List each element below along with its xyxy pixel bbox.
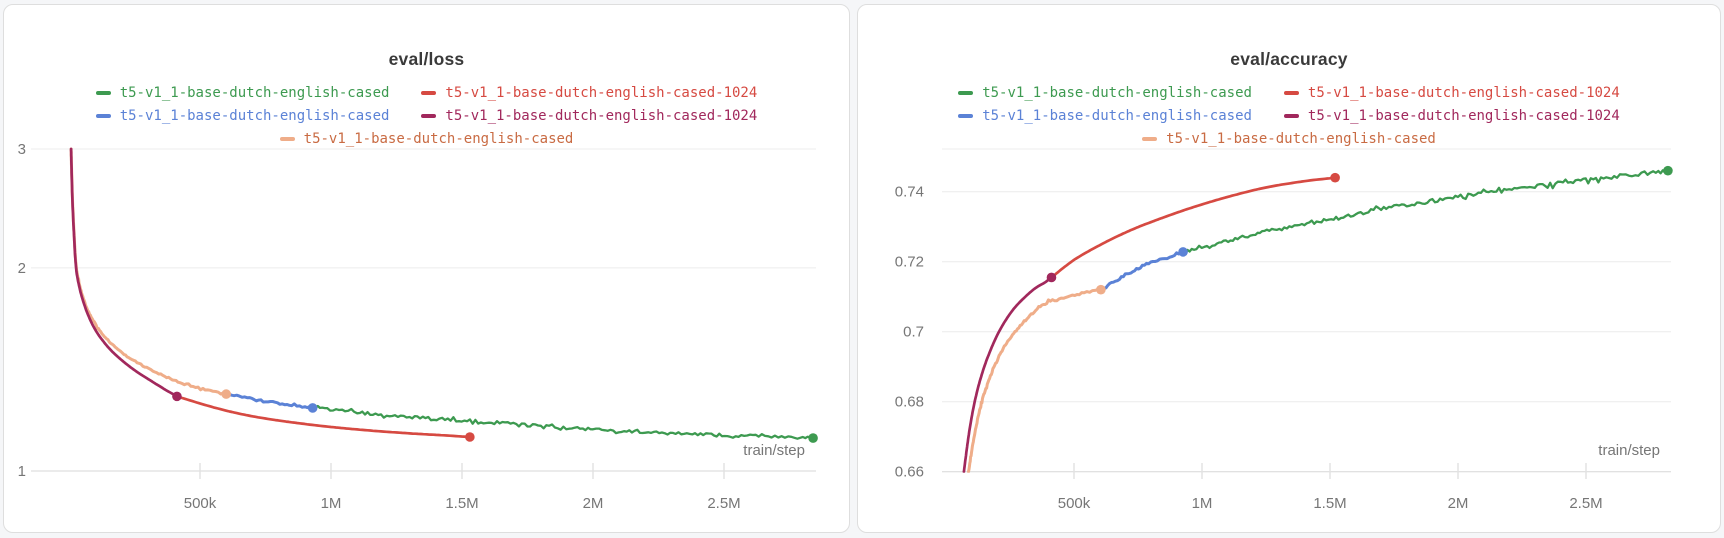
x-tick-label: 2M [583,495,604,512]
x-axis-title: train/step [1598,442,1660,459]
legend-run-label: t5-v1_1-base-dutch-english-cased-1024 [445,84,758,101]
page-title-eval-loss: eval/loss [388,49,465,69]
series-endpoint-dot [1178,247,1188,257]
legend-row-1: t5-v1_1-base-dutch-english-cased t5-v1_1… [95,81,757,104]
legend-dash-icon [95,90,111,95]
x-tick-label: 2.5M [1569,495,1602,512]
legend-eval-accuracy: t5-v1_1-base-dutch-english-cased t5-v1_1… [858,81,1720,150]
legend-run-green[interactable]: t5-v1_1-base-dutch-english-cased [958,85,1252,101]
panel-eval-accuracy[interactable]: 0.74 0.72 0.7 0.68 0.66 500k 1M 1.5M 2M 2.5M train… [857,4,1721,533]
x-tick-label: 1.5M [1313,495,1346,512]
legend-run-label: t5-v1_1-base-dutch-english-cased [982,84,1252,101]
series-endpoint-dot [221,389,231,399]
legend-dash-icon [1283,113,1299,118]
legend-run-peach[interactable]: t5-v1_1-base-dutch-english-cased [1142,131,1436,147]
legend-run-blue[interactable]: t5-v1_1-base-dutch-english-cased [95,107,390,124]
series-endpoint-dot [1046,272,1057,283]
plot-area [69,147,815,440]
x-axis-title: train/step [743,442,805,459]
y-tick-label: 0.72 [895,254,924,271]
series-endpoint-dot [465,432,475,442]
eval-accuracy-chart-svg[interactable]: 0.74 0.72 0.7 0.68 0.66 500k 1M 1.5M 2M 2.5M train… [858,5,1720,532]
legend-dash-icon [421,113,437,118]
legend-dash-icon [1142,136,1158,141]
legend-run-red-1024[interactable]: t5-v1_1-base-dutch-english-cased-1024 [421,85,757,101]
series-line [224,392,315,410]
y-tick-label: 3 [18,141,26,158]
series-line [69,147,228,396]
y-tick-label: 0.66 [895,464,924,481]
legend-dash-icon [279,136,295,141]
series-line [1050,176,1337,279]
x-tick-label: 1M [1192,495,1213,512]
legend-run-label: t5-v1_1-base-dutch-english-cased [119,84,390,101]
legend-run-maroon-1024[interactable]: t5-v1_1-base-dutch-english-cased-1024 [1283,107,1620,124]
legend-row-3: t5-v1_1-base-dutch-english-cased [1142,127,1436,150]
series-line [962,276,1053,473]
series-line [175,395,472,439]
legend-run-maroon-1024[interactable]: t5-v1_1-base-dutch-english-cased-1024 [421,108,757,124]
series-endpoint-dot [307,403,318,413]
legend-run-label: t5-v1_1-base-dutch-english-cased-1024 [1307,84,1620,101]
x-tick-label: 500k [184,495,217,512]
page-title-eval-accuracy: eval/accuracy [1230,49,1348,69]
x-tick-label: 1.5M [445,495,478,512]
x-tick-label: 2.5M [707,495,740,512]
legend-run-blue[interactable]: t5-v1_1-base-dutch-english-cased [958,108,1252,124]
legend-dash-icon [958,113,974,118]
legend-run-label: t5-v1_1-base-dutch-english-cased-1024 [1307,107,1620,124]
x-tick-label: 500k [1058,495,1091,512]
panel-eval-loss[interactable]: 3 2 1 500k 1M 1.5M 2M 2.5M train/step eval/loss … [3,4,850,533]
x-tick-label: 2M [1448,495,1469,512]
eval-loss-chart-svg[interactable]: 3 2 1 500k 1M 1.5M 2M 2.5M train/step [4,5,849,532]
series-endpoint-dot [1663,165,1673,176]
series-line [69,147,179,398]
legend-eval-loss: t5-v1_1-base-dutch-english-cased t5-v1_1… [4,81,849,150]
legend-run-green[interactable]: t5-v1_1-base-dutch-english-cased [95,84,390,101]
legend-dash-icon [421,90,437,95]
legend-row-2: t5-v1_1-base-dutch-english-cased t5-v1_1… [95,104,757,127]
legend-run-label: t5-v1_1-base-dutch-english-cased-1024 [445,107,758,124]
legend-run-label: t5-v1_1-base-dutch-english-cased [982,107,1252,124]
y-tick-label: 2 [18,260,26,277]
plot-area [962,169,1670,473]
y-tick-label: 1 [18,463,26,480]
legend-dash-icon [958,90,974,95]
series-endpoint-dot [172,391,182,402]
legend-dash-icon [95,113,111,118]
legend-run-label: t5-v1_1-base-dutch-english-cased [303,130,574,147]
legend-row-3: t5-v1_1-base-dutch-english-cased [279,127,574,150]
legend-run-red-1024[interactable]: t5-v1_1-base-dutch-english-cased-1024 [1283,84,1620,101]
legend-row-2: t5-v1_1-base-dutch-english-cased t5-v1_1… [958,104,1620,127]
series-endpoint-dot [808,433,818,443]
series-line [311,404,815,440]
legend-row-1: t5-v1_1-base-dutch-english-cased t5-v1_1… [958,81,1620,104]
y-tick-label: 0.68 [895,394,924,411]
series-endpoint-dot [1330,172,1340,183]
legend-run-peach[interactable]: t5-v1_1-base-dutch-english-cased [279,130,574,147]
legend-dash-icon [1283,90,1299,95]
legend-run-label: t5-v1_1-base-dutch-english-cased [1166,130,1436,147]
series-line [1099,250,1185,292]
series-line [967,288,1103,473]
series-line [1181,169,1670,255]
series-endpoint-dot [1096,284,1106,295]
legend-run-label: t5-v1_1-base-dutch-english-cased [119,107,390,124]
y-tick-label: 0.74 [895,184,924,201]
y-tick-label: 0.7 [903,324,924,341]
x-tick-label: 1M [321,495,342,512]
